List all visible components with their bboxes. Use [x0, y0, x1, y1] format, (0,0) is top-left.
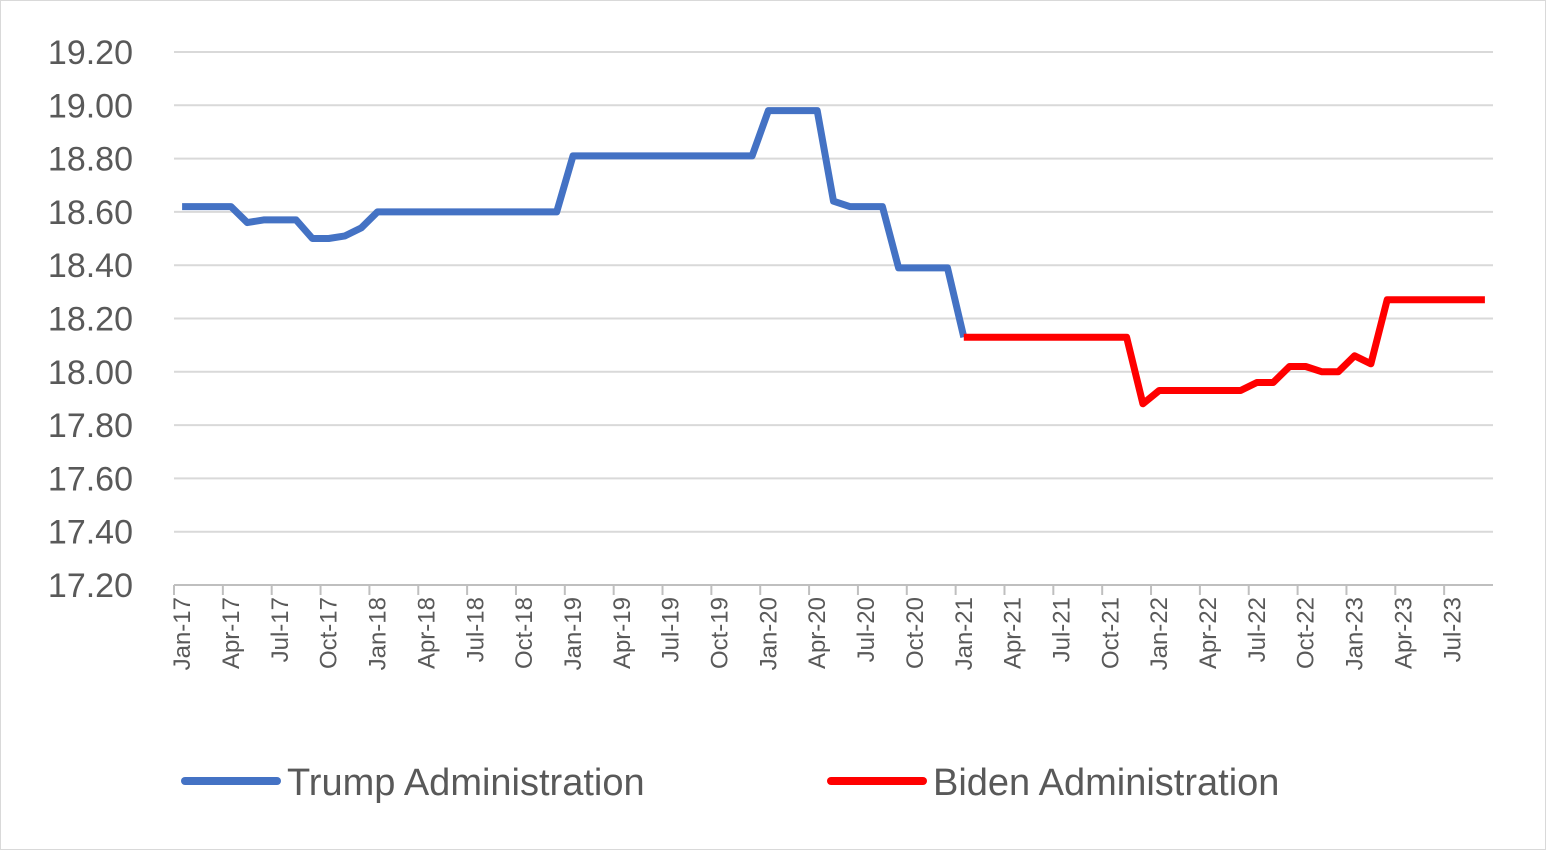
- y-tick-label: 18.00: [48, 354, 133, 392]
- x-tick-label: Apr-17: [218, 597, 245, 669]
- y-tick-label: 17.20: [48, 567, 133, 605]
- x-tick-label: Apr-19: [609, 597, 636, 669]
- y-tick-label: 17.40: [48, 514, 133, 552]
- x-tick-label: Jan-18: [365, 597, 392, 670]
- series-layer: [182, 107, 1485, 408]
- x-tick-label: Apr-20: [804, 597, 831, 669]
- x-tick-label: Jul-21: [1048, 597, 1075, 662]
- y-tick-label: 19.00: [48, 87, 133, 125]
- x-tick-label: Jan-21: [951, 597, 978, 670]
- y-tick-label: 18.40: [48, 247, 133, 285]
- x-tick-label: Jul-20: [853, 597, 880, 662]
- x-tick-label: Jul-17: [267, 597, 294, 662]
- x-tick-label: Oct-19: [707, 597, 734, 669]
- legend: Trump Administration Biden Administratio…: [181, 762, 1279, 804]
- y-tick-label: 17.60: [48, 460, 133, 498]
- y-tick-label: 18.80: [48, 141, 133, 179]
- x-tick-label: Jul-19: [658, 597, 685, 662]
- x-tick-label: Jan-23: [1342, 597, 1369, 670]
- x-tick-label: Jan-22: [1146, 597, 1173, 670]
- y-tick-label: 18.60: [48, 194, 133, 232]
- x-tick-label: Apr-23: [1390, 597, 1417, 669]
- x-tick-label: Jan-19: [560, 597, 587, 670]
- x-tick-label: Jul-18: [462, 597, 489, 662]
- x-tick-label: Oct-18: [511, 597, 538, 669]
- x-tick-label: Jan-20: [755, 597, 782, 670]
- y-tick-label: 18.20: [48, 301, 133, 339]
- x-tick-label: Apr-21: [1000, 597, 1027, 669]
- legend-label-trump: Trump Administration: [287, 762, 645, 804]
- x-axis: Jan-17 Apr-17 Jul-17 Oct-17 Jan-18 Apr-18 Jul-…: [169, 584, 1493, 670]
- legend-label-biden: Biden Administration: [933, 762, 1279, 804]
- x-tick-label: Oct-22: [1293, 597, 1320, 669]
- x-tick-label: Apr-18: [413, 597, 440, 669]
- x-tick-label: Apr-22: [1195, 597, 1222, 669]
- y-tick-label: 19.20: [48, 34, 133, 72]
- x-tick-label: Jul-23: [1439, 597, 1466, 662]
- series-line-trump: [182, 107, 968, 339]
- x-tick-label: Jan-17: [169, 597, 196, 670]
- y-tick-label: 17.80: [48, 407, 133, 445]
- x-tick-label: Jul-22: [1244, 597, 1271, 662]
- y-axis: 17.20 17.40 17.60 17.80 18.00 18.20 18.40 18.60…: [48, 34, 133, 605]
- x-tick-label: Oct-20: [902, 597, 929, 669]
- gridlines: [174, 51, 1493, 533]
- x-tick-label: Oct-17: [316, 597, 343, 669]
- x-tick-label: Oct-21: [1097, 597, 1124, 669]
- series-line-biden: [963, 296, 1485, 408]
